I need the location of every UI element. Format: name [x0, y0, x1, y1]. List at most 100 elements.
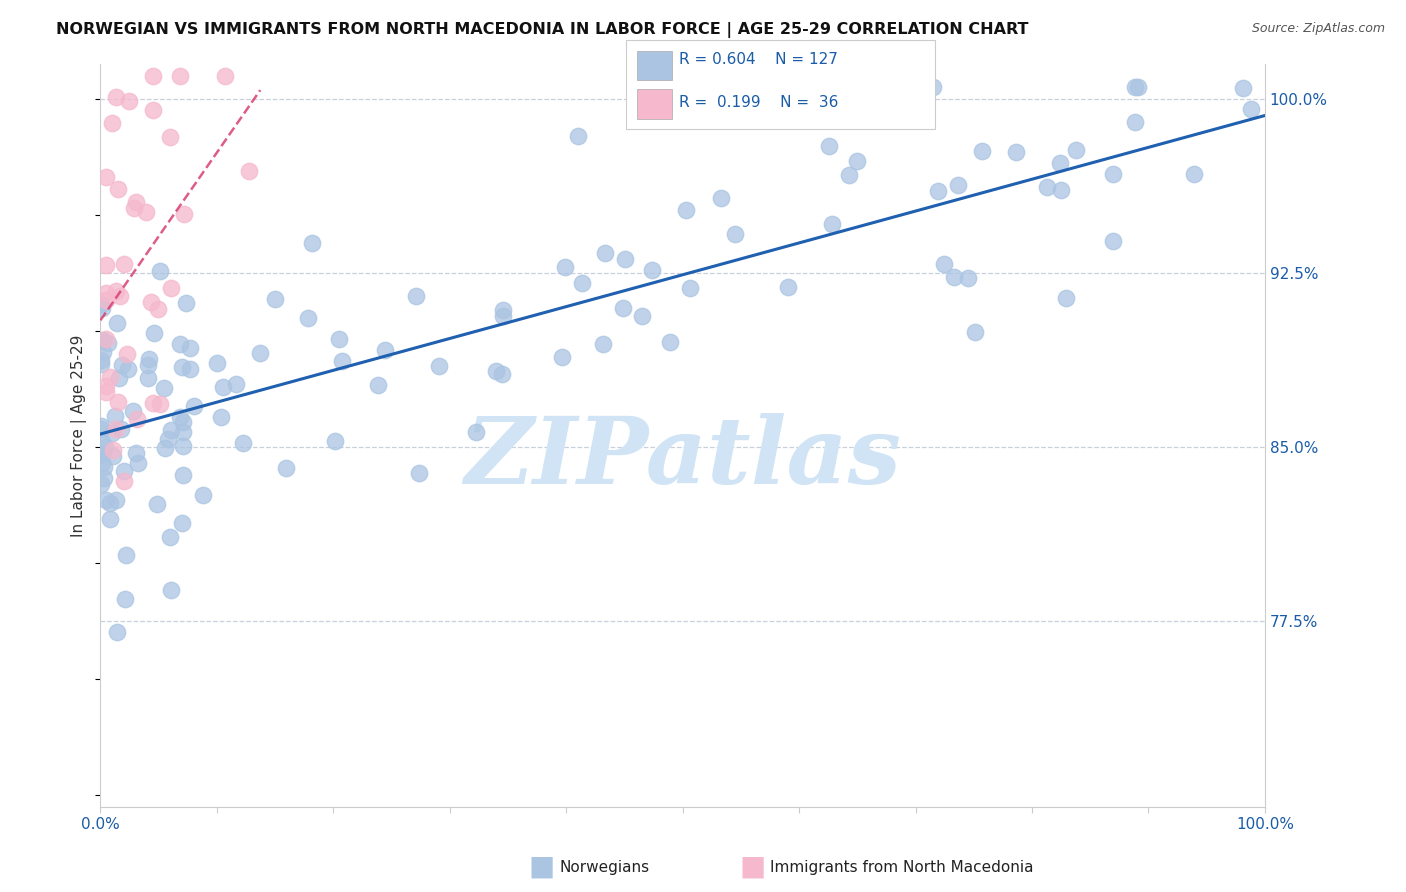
Point — [115, 347, 138, 361]
Point — [946, 178, 969, 193]
Text: ■: ■ — [529, 853, 554, 881]
Point — [142, 396, 165, 410]
Point — [110, 421, 132, 435]
Point — [96, 170, 118, 185]
Point — [963, 325, 986, 339]
Point — [104, 492, 127, 507]
Point — [104, 422, 127, 436]
Point — [108, 289, 131, 303]
Point — [93, 471, 115, 485]
Point — [141, 294, 163, 309]
Point — [104, 284, 127, 298]
Point — [101, 426, 124, 441]
Point — [97, 336, 120, 351]
Point — [179, 362, 201, 376]
Point — [90, 476, 112, 491]
Point — [408, 466, 430, 480]
Point — [107, 395, 129, 409]
Point — [118, 95, 141, 109]
Point — [96, 293, 118, 307]
Point — [96, 285, 118, 300]
Point — [105, 625, 128, 640]
Point — [90, 297, 112, 311]
Point — [207, 356, 229, 370]
Point — [465, 425, 488, 439]
Point — [172, 415, 194, 429]
Point — [107, 182, 129, 196]
Point — [160, 281, 183, 295]
Point — [117, 361, 139, 376]
Point — [640, 262, 662, 277]
Point — [169, 336, 191, 351]
Point — [91, 456, 114, 470]
Point — [138, 352, 160, 367]
Point — [101, 116, 124, 130]
Point — [301, 235, 323, 250]
Point — [374, 343, 396, 357]
Point — [101, 442, 124, 457]
Point — [94, 492, 117, 507]
Point — [108, 371, 131, 385]
Point — [172, 425, 194, 439]
Point — [122, 202, 145, 216]
Point — [593, 246, 616, 260]
Point — [98, 512, 121, 526]
Point — [1102, 234, 1125, 248]
Text: NORWEGIAN VS IMMIGRANTS FROM NORTH MACEDONIA IN LABOR FORCE | AGE 25-29 CORRELAT: NORWEGIAN VS IMMIGRANTS FROM NORTH MACED… — [56, 22, 1029, 38]
Point — [567, 128, 589, 143]
Point — [90, 434, 112, 449]
Point — [90, 422, 112, 436]
Point — [427, 359, 450, 373]
Point — [274, 461, 297, 475]
Point — [155, 441, 177, 455]
Point — [932, 257, 955, 271]
Point — [232, 435, 254, 450]
Text: ■: ■ — [740, 853, 765, 881]
Point — [922, 80, 945, 95]
Point — [114, 592, 136, 607]
Point — [90, 357, 112, 371]
Text: ZIPatlas: ZIPatlas — [464, 413, 901, 503]
Point — [214, 69, 236, 83]
Point — [146, 301, 169, 316]
Point — [724, 227, 747, 241]
Point — [1050, 183, 1073, 197]
Point — [1054, 291, 1077, 305]
Text: R = 0.604    N = 127: R = 0.604 N = 127 — [679, 53, 838, 67]
Point — [1128, 80, 1150, 95]
Point — [101, 450, 124, 464]
Point — [127, 457, 149, 471]
Point — [1232, 80, 1254, 95]
Point — [845, 154, 868, 169]
Y-axis label: In Labor Force | Age 25-29: In Labor Force | Age 25-29 — [72, 334, 87, 537]
Point — [125, 195, 148, 210]
Point — [491, 368, 513, 382]
Point — [170, 516, 193, 531]
Point — [172, 468, 194, 483]
Point — [956, 271, 979, 285]
Point — [90, 419, 112, 434]
Point — [492, 303, 515, 318]
Point — [176, 296, 198, 310]
Point — [492, 309, 515, 323]
Point — [111, 359, 134, 373]
Point — [1035, 180, 1057, 194]
Point — [136, 358, 159, 372]
Point — [631, 310, 654, 324]
Text: R =  0.199    N =  36: R = 0.199 N = 36 — [679, 95, 838, 110]
Point — [169, 69, 191, 83]
Point — [838, 169, 860, 183]
Point — [169, 410, 191, 425]
Point — [136, 371, 159, 385]
Point — [91, 301, 114, 315]
Point — [1049, 156, 1071, 170]
Point — [104, 90, 127, 104]
Point — [98, 369, 121, 384]
Point — [104, 409, 127, 423]
Point — [159, 130, 181, 145]
Point — [143, 326, 166, 340]
Point — [91, 345, 114, 359]
Point — [90, 447, 112, 461]
Point — [149, 264, 172, 278]
Point — [225, 376, 247, 391]
